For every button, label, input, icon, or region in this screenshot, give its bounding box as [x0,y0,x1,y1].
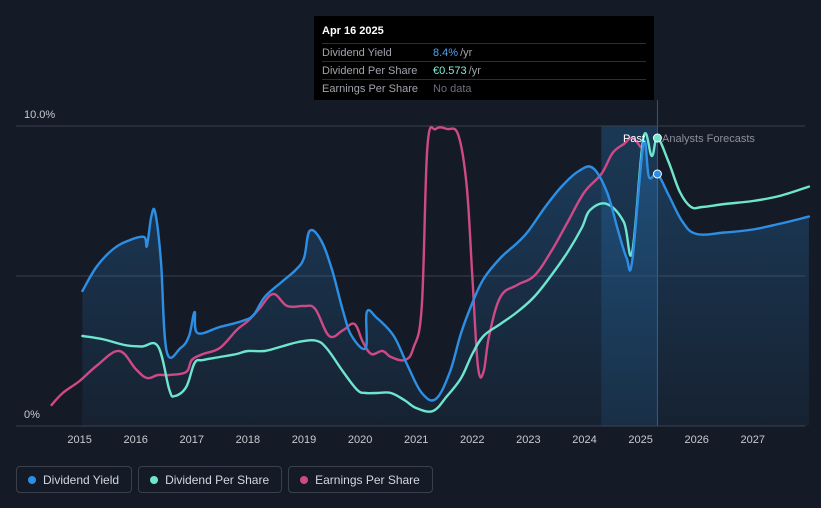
x-tick-label: 2019 [292,434,316,446]
x-tick-label: 2023 [516,434,540,446]
tooltip-label: Dividend Yield [322,46,392,59]
legend-dot-icon [28,475,36,484]
x-tick-label: 2016 [123,434,147,446]
earnings-per-share-line [50,126,642,407]
tooltip-row-dividend-yield: Dividend Yield 8.4% /yr [322,43,646,61]
tooltip-row-earnings-per-share: Earnings Per Share No data [322,79,646,97]
tooltip-label: Earnings Per Share [322,82,418,95]
tooltip-unit: /yr [468,64,481,77]
tooltip-row-dividend-per-share: Dividend Per Share €0.573 /yr [322,61,646,79]
x-tick-label: 2022 [460,434,484,446]
x-tick-label: 2025 [628,434,652,446]
tooltip-value: No data [433,82,472,95]
x-tick-label: 2018 [236,434,260,446]
tooltip: Apr 16 2025 Dividend Yield 8.4% /yr Divi… [314,16,654,100]
tooltip-value: €0.573 [433,64,467,77]
past-label: Past [623,133,645,145]
x-tick-label: 2020 [348,434,372,446]
legend: Dividend Yield Dividend Per Share Earnin… [16,466,433,493]
x-tick-label: 2024 [572,434,596,446]
x-tick-label: 2026 [684,434,708,446]
dividend-per-share-line [81,132,811,413]
legend-dot-icon [150,475,159,484]
x-tick-label: 2021 [404,434,428,446]
legend-label: Dividend Yield [43,472,120,487]
tooltip-date: Apr 16 2025 [322,25,384,37]
tooltip-value: 8.4% [433,46,459,59]
legend-label: Earnings Per Share [315,472,420,487]
tooltip-unit: /yr [460,46,473,59]
tooltip-label: Dividend Per Share [322,64,418,77]
legend-item-dividend-yield[interactable]: Dividend Yield [16,466,133,493]
x-tick-label: 2027 [741,434,765,446]
y-tick-label: 10.0% [24,109,55,121]
y-tick-label: 0% [24,409,40,421]
legend-item-earnings-per-share[interactable]: Earnings Per Share [288,466,433,493]
x-tick-label: 2017 [180,434,204,446]
legend-item-dividend-per-share[interactable]: Dividend Per Share [138,466,283,493]
legend-dot-icon [300,475,309,484]
dividend-yield-area [82,140,809,426]
dividend-yield-line [81,139,811,402]
series-marker [652,133,662,143]
legend-label: Dividend Per Share [165,472,270,487]
forecast-label: Analysts Forecasts [662,133,755,145]
series-marker [652,169,662,179]
x-tick-label: 2015 [67,434,91,446]
